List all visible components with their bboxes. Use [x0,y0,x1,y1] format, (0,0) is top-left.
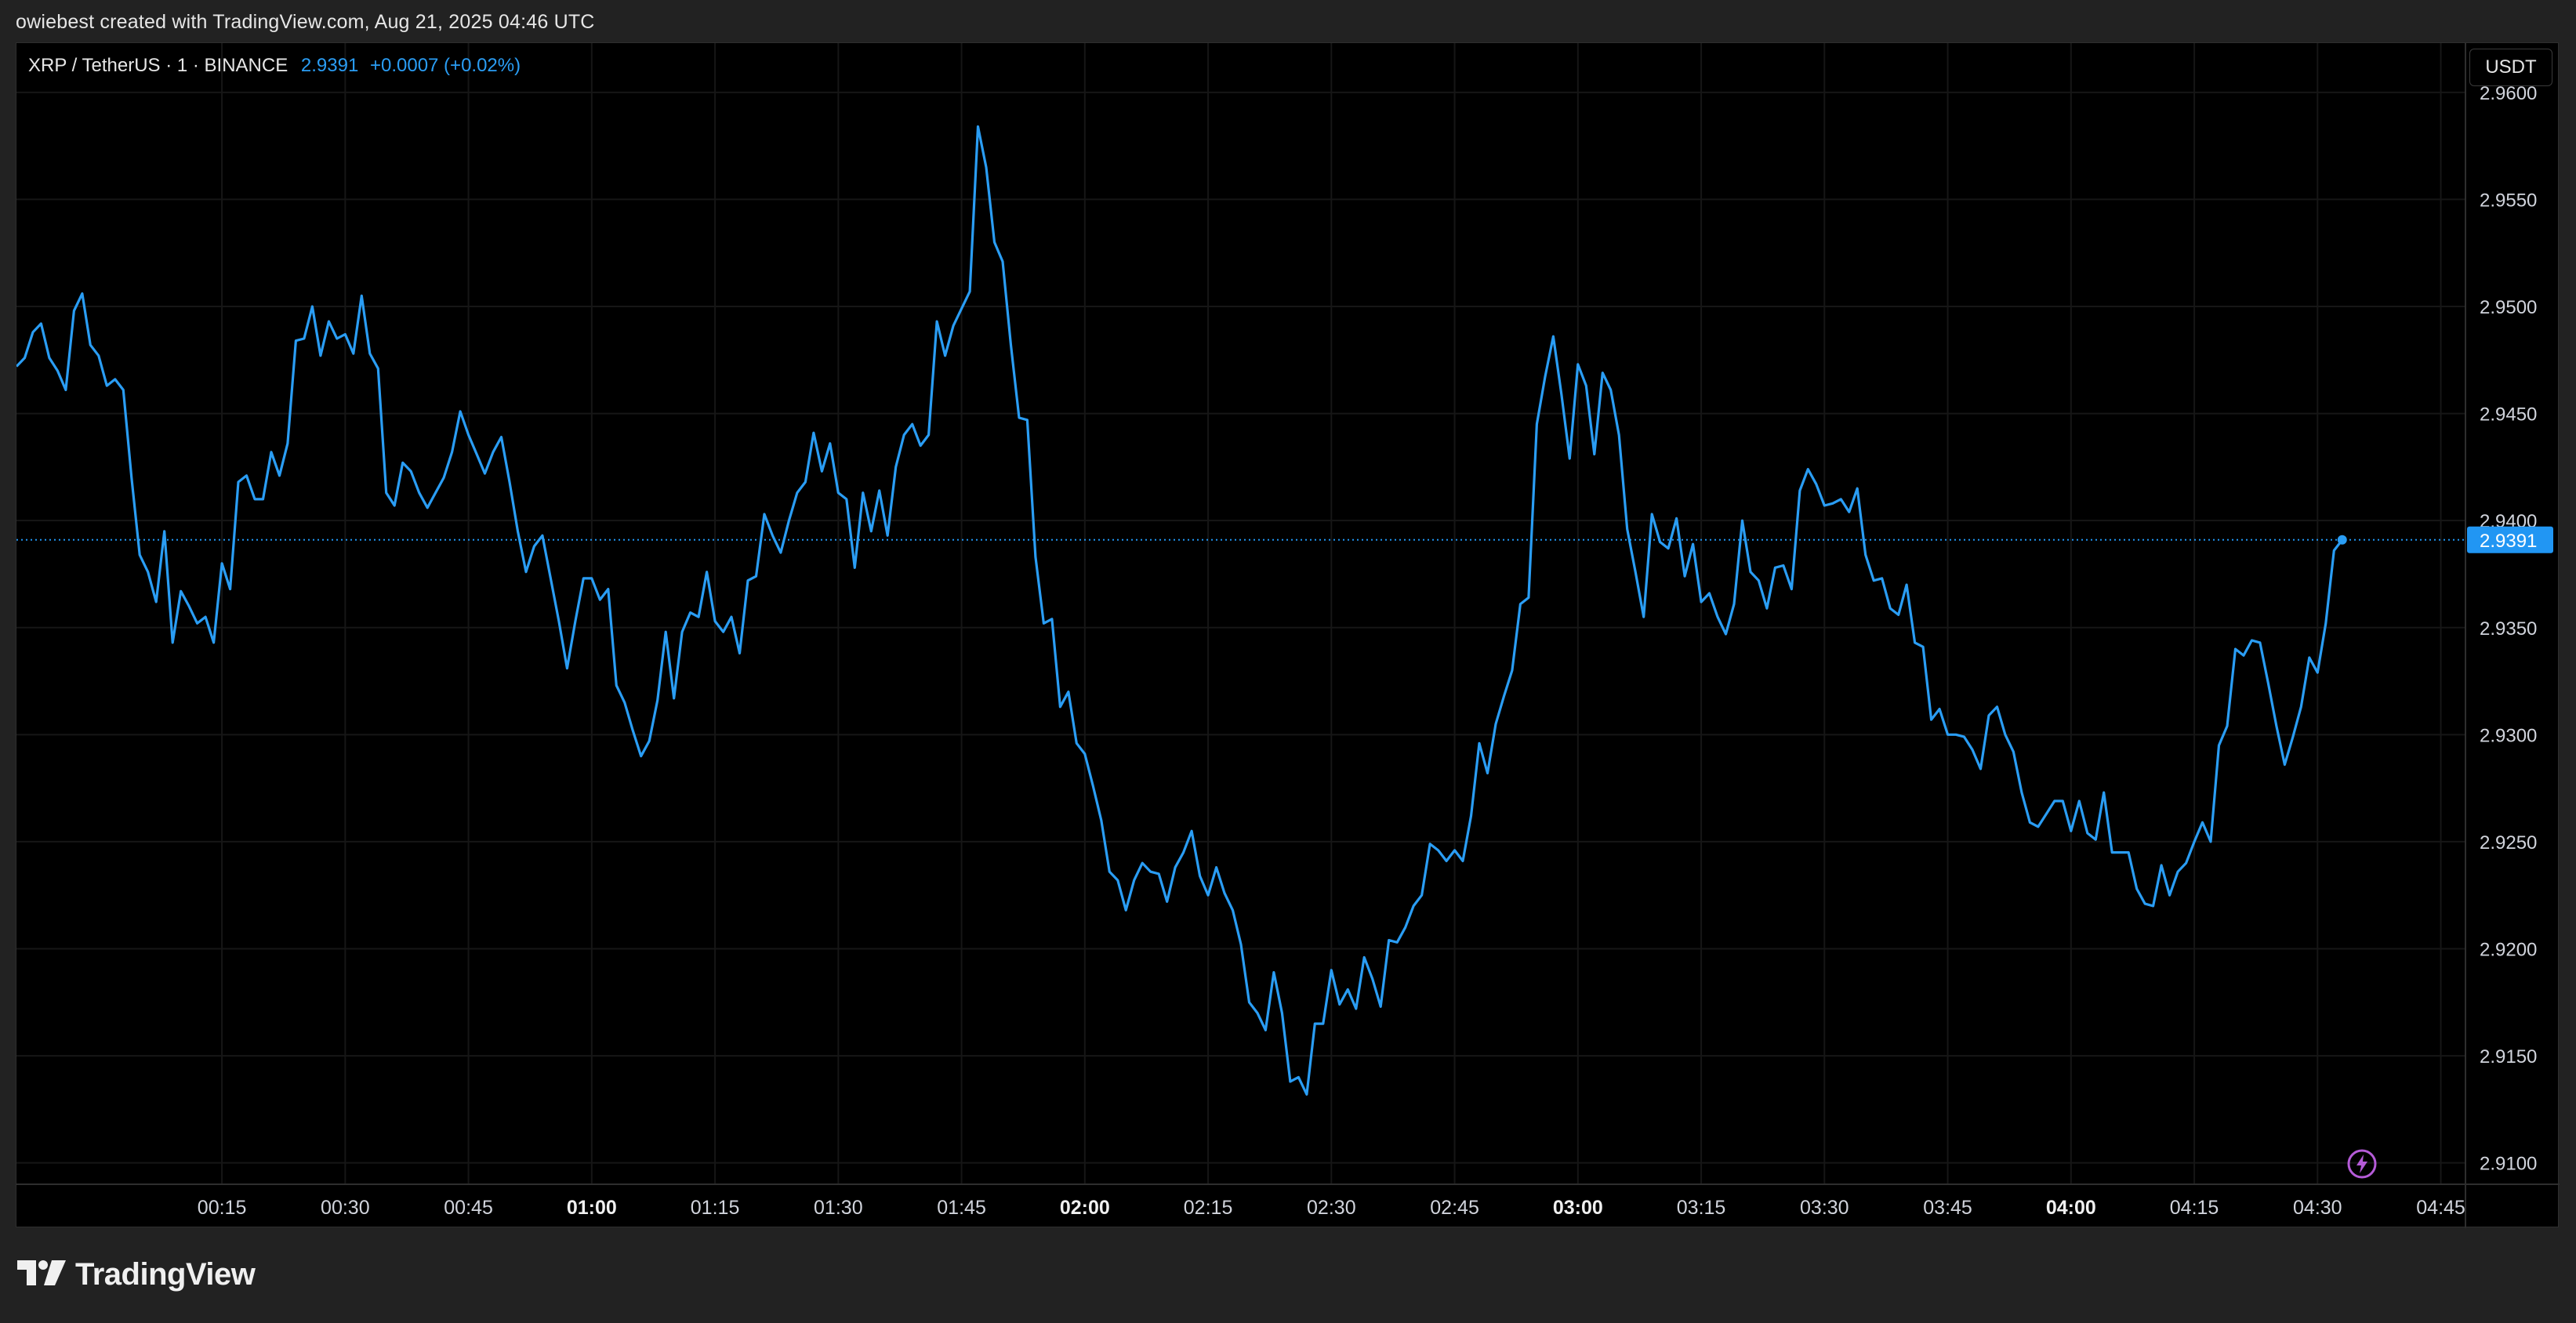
x-tick-label: 02:30 [1307,1197,1356,1219]
y-tick-label: 2.9350 [2480,618,2537,640]
x-tick-label: 03:15 [1677,1197,1726,1219]
y-tick-label: 2.9300 [2480,725,2537,746]
currency-label: USDT [2485,56,2537,78]
symbol-legend: XRP / TetherUS · 1 · BINANCE 2.9391 +0.0… [28,55,521,77]
brand-name: TradingView [75,1257,256,1292]
last-price-dot [2337,535,2347,545]
price-series-line [16,125,2344,1096]
y-tick-label: 2.9250 [2480,832,2537,854]
x-tick-label: 03:00 [1553,1197,1603,1219]
x-tick-label: 04:15 [2170,1197,2219,1219]
x-tick-label: 00:15 [198,1197,247,1219]
footer-brand[interactable]: TradingView [17,1257,256,1292]
y-tick-label: 2.9500 [2480,297,2537,318]
x-tick-label: 02:15 [1184,1197,1233,1219]
symbol-name[interactable]: XRP / TetherUS · 1 · BINANCE [28,55,288,76]
last-price-tag-label: 2.9391 [2480,531,2537,552]
y-tick-label: 2.9450 [2480,404,2537,426]
x-tick-label: 04:45 [2416,1197,2465,1219]
x-tick-label: 03:45 [1923,1197,1972,1219]
x-tick-label: 03:30 [1800,1197,1849,1219]
x-tick-label: 00:45 [444,1197,493,1219]
x-tick-label: 01:15 [691,1197,740,1219]
price-chart[interactable]: 2.96002.95502.95002.94502.94002.93502.93… [16,43,2560,1228]
y-tick-label: 2.9150 [2480,1046,2537,1067]
x-tick-label: 00:30 [321,1197,370,1219]
y-tick-label: 2.9100 [2480,1154,2537,1175]
y-tick-label: 2.9600 [2480,83,2537,104]
chart-credit: owiebest created with TradingView.com, A… [16,11,595,33]
legend-change: +0.0007 (+0.02%) [369,55,521,76]
x-tick-label: 01:45 [937,1197,986,1219]
x-tick-label: 01:30 [814,1197,863,1219]
x-tick-label: 04:00 [2046,1197,2096,1219]
x-tick-label: 01:00 [567,1197,617,1219]
legend-price: 2.9391 [300,55,359,76]
chart-area[interactable]: 2.9600 2.9550 2.9500 2.9450 2.9400 2.9350 2.93… [16,42,2560,1228]
tradingview-logo-icon [17,1259,67,1291]
last-price-tag [2467,526,2553,553]
bolt-icon[interactable] [2346,1148,2378,1180]
x-tick-label: 02:45 [1430,1197,1479,1219]
x-tick-label: 04:30 [2293,1197,2342,1219]
y-tick-label: 2.9550 [2480,190,2537,211]
currency-button[interactable]: USDT [2469,49,2552,86]
x-tick-label: 02:00 [1060,1197,1110,1219]
y-tick-label: 2.9200 [2480,940,2537,961]
